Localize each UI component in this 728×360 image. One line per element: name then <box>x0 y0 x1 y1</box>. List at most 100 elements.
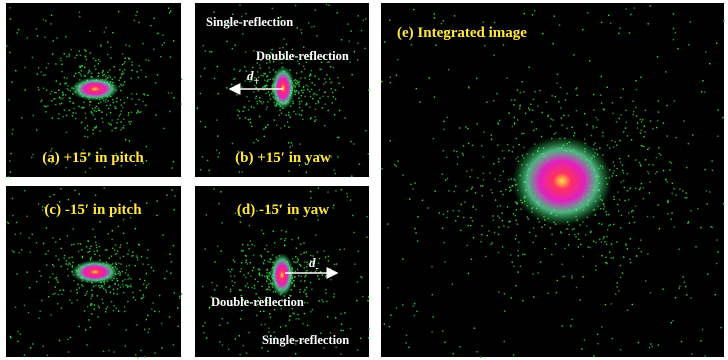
speckle <box>110 57 112 59</box>
speckle <box>93 250 95 252</box>
speckle <box>686 294 688 296</box>
speckle <box>293 261 295 263</box>
speckle <box>582 276 584 278</box>
speckle <box>334 114 336 116</box>
speckle <box>616 286 618 288</box>
speckle <box>611 139 613 142</box>
speckle <box>317 262 320 264</box>
speckle <box>302 118 304 120</box>
speckle <box>89 326 91 329</box>
speckle <box>640 165 642 167</box>
speckle <box>142 296 145 298</box>
speckle <box>613 146 615 148</box>
speckle <box>242 299 245 301</box>
speckle <box>250 275 252 277</box>
speckle <box>262 86 264 89</box>
speckle <box>120 263 122 265</box>
speckle <box>82 107 84 109</box>
speckle <box>98 245 100 248</box>
speckle <box>92 129 94 131</box>
speckle <box>241 243 244 246</box>
speckle <box>263 310 265 312</box>
speckle <box>328 269 330 271</box>
speckle <box>167 7 170 9</box>
speckle <box>269 71 271 73</box>
speckle <box>309 281 312 284</box>
speckle <box>300 77 302 79</box>
speckle <box>117 225 119 228</box>
speckle <box>711 160 713 162</box>
speckle <box>482 156 484 158</box>
speckle <box>11 133 13 135</box>
speckle <box>196 107 198 109</box>
speckle <box>90 303 92 305</box>
speckle <box>335 263 338 265</box>
speckle <box>323 347 325 349</box>
speckle <box>657 204 659 206</box>
speckle <box>279 205 281 207</box>
speckle <box>626 173 629 175</box>
speckle <box>95 59 97 62</box>
speckle <box>328 61 330 63</box>
speckle <box>605 211 607 213</box>
speckle <box>309 106 311 108</box>
speckle <box>293 110 295 113</box>
speckle <box>632 209 634 212</box>
speckle <box>480 185 482 187</box>
speckle <box>97 72 100 74</box>
speckle <box>618 210 620 212</box>
speckle <box>303 291 305 293</box>
speckle <box>453 150 455 152</box>
speckle <box>156 200 158 202</box>
speckle <box>69 97 71 99</box>
speckle <box>427 207 429 209</box>
speckle <box>26 37 28 39</box>
speckle <box>589 246 591 249</box>
speckle <box>335 317 337 319</box>
speckle <box>324 276 327 278</box>
speckle <box>324 256 327 258</box>
speckle <box>263 128 265 130</box>
speckle <box>61 293 63 295</box>
speckle <box>465 126 467 128</box>
speckle <box>567 114 570 117</box>
speckle <box>356 59 359 61</box>
speckle <box>532 98 535 101</box>
speckle <box>613 198 615 201</box>
speckle <box>99 148 102 150</box>
speckle <box>331 81 333 83</box>
speckle <box>343 248 345 250</box>
speckle <box>662 122 664 124</box>
speckle <box>94 236 96 238</box>
speckle <box>233 68 235 71</box>
speckle <box>127 253 129 255</box>
speckle <box>366 236 368 238</box>
speckle <box>609 223 612 226</box>
speckle <box>340 353 342 355</box>
speckle <box>107 122 110 124</box>
speckle <box>552 119 554 121</box>
speckle <box>665 71 667 73</box>
speckle <box>255 95 257 97</box>
speckle <box>241 309 243 312</box>
speckle <box>507 226 509 228</box>
speckle <box>119 69 121 71</box>
speckle <box>680 340 683 343</box>
speckle <box>95 246 98 249</box>
label: Double-reflection <box>256 49 349 63</box>
speckle <box>126 286 129 288</box>
speckle <box>262 232 265 235</box>
speckle <box>136 112 138 114</box>
speckle <box>387 223 389 225</box>
speckle <box>305 104 307 106</box>
speckle <box>42 242 45 245</box>
speckle <box>590 134 593 137</box>
speckle <box>509 186 511 189</box>
speckle <box>521 81 523 83</box>
speckle <box>242 33 244 35</box>
speckle <box>528 231 531 233</box>
speckle <box>648 346 651 349</box>
speckle <box>89 167 91 169</box>
speckle <box>410 44 413 46</box>
speckle <box>94 107 96 109</box>
